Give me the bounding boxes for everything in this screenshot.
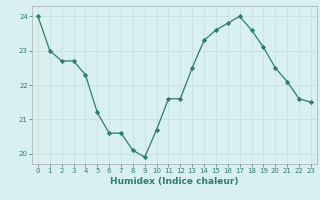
X-axis label: Humidex (Indice chaleur): Humidex (Indice chaleur) — [110, 177, 239, 186]
